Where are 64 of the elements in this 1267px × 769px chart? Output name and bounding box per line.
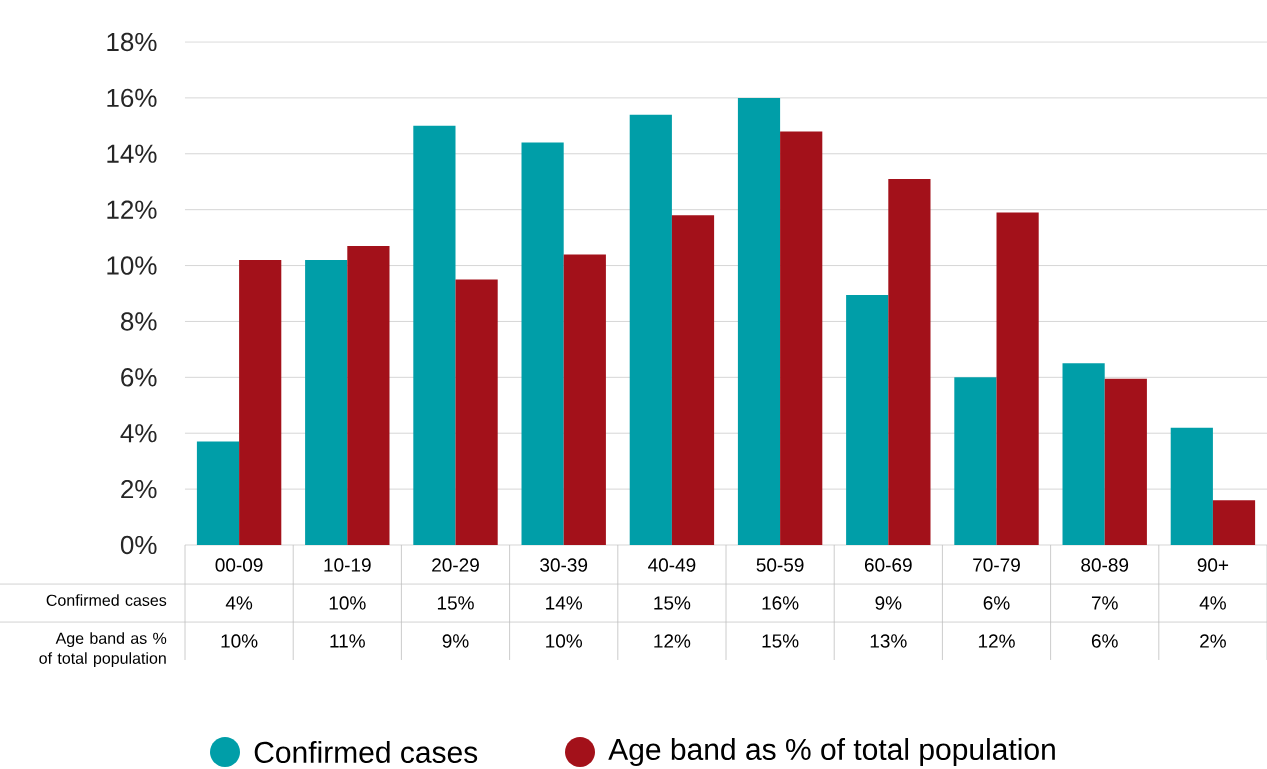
- x-tick-label: 90+: [1197, 558, 1229, 572]
- bar: [1104, 378, 1147, 545]
- bar: [347, 245, 390, 545]
- data-label: 11%: [330, 634, 365, 648]
- x-tick-label: 40-49: [648, 558, 696, 572]
- legend-label: Confirmed cases: [254, 740, 478, 764]
- y-tick-label: 0%: [120, 535, 157, 555]
- y-tick-label: 18%: [107, 32, 157, 52]
- x-tick-label: 80-89: [1081, 558, 1129, 572]
- bar: [521, 142, 564, 545]
- data-label: 10%: [329, 596, 366, 610]
- bar: [239, 259, 282, 545]
- bar: [1170, 427, 1213, 545]
- y-tick-label: 14%: [107, 144, 157, 163]
- y-tick-label: 12%: [107, 200, 157, 219]
- bar: [780, 131, 823, 545]
- x-tick-label: 30-39: [540, 558, 588, 572]
- y-tick-label: 16%: [107, 88, 157, 108]
- x-tick-label: 20-29: [432, 558, 479, 572]
- data-label: 15%: [654, 596, 691, 610]
- x-tick-label: 70-79: [973, 558, 1020, 572]
- data-label: 10%: [546, 634, 583, 648]
- data-label: 2%: [1200, 634, 1226, 648]
- data-label: 15%: [762, 634, 799, 648]
- x-tick-label: 10-19: [324, 558, 371, 572]
- x-tick-label: 50-59: [756, 558, 804, 572]
- bar: [455, 279, 498, 545]
- data-label: 4%: [225, 596, 253, 610]
- x-tick-label: 60-69: [864, 558, 912, 572]
- bar: [888, 178, 931, 545]
- bar: [563, 254, 606, 545]
- data-label: 7%: [1091, 596, 1118, 610]
- bar: [305, 259, 348, 545]
- data-label: 4%: [1199, 596, 1226, 610]
- data-label: 9%: [875, 596, 902, 610]
- data-label: 10%: [221, 634, 258, 648]
- y-tick-label: 6%: [121, 368, 157, 387]
- data-label: 6%: [983, 596, 1010, 610]
- data-label: 9%: [442, 634, 469, 648]
- bar: [996, 212, 1039, 545]
- y-tick-label: 4%: [120, 424, 157, 443]
- bar: [671, 215, 715, 545]
- bar: [413, 125, 456, 545]
- bar: [954, 377, 997, 545]
- y-tick-label: 10%: [107, 256, 157, 275]
- bar: [196, 441, 240, 545]
- data-label: 12%: [978, 634, 1015, 648]
- x-tick-label: 00-09: [215, 558, 263, 572]
- data-label: 16%: [762, 596, 799, 610]
- data-label: 6%: [1091, 634, 1118, 648]
- text: Confirmed cases: [46, 594, 167, 606]
- bar: [846, 294, 889, 545]
- data-label: 12%: [654, 634, 691, 648]
- y-tick-label: 2%: [121, 479, 157, 499]
- data-label: 13%: [870, 634, 907, 648]
- data-label: 14%: [546, 596, 583, 610]
- data-label: 15%: [437, 596, 474, 610]
- bar: [629, 114, 672, 545]
- legend-label: Age band as % of total population: [608, 738, 1055, 766]
- bar: [737, 97, 781, 545]
- text: Age band as % of total population: [39, 632, 167, 668]
- y-tick-label: 8%: [121, 312, 157, 331]
- bar: [1212, 500, 1256, 545]
- bar: [1062, 363, 1105, 545]
